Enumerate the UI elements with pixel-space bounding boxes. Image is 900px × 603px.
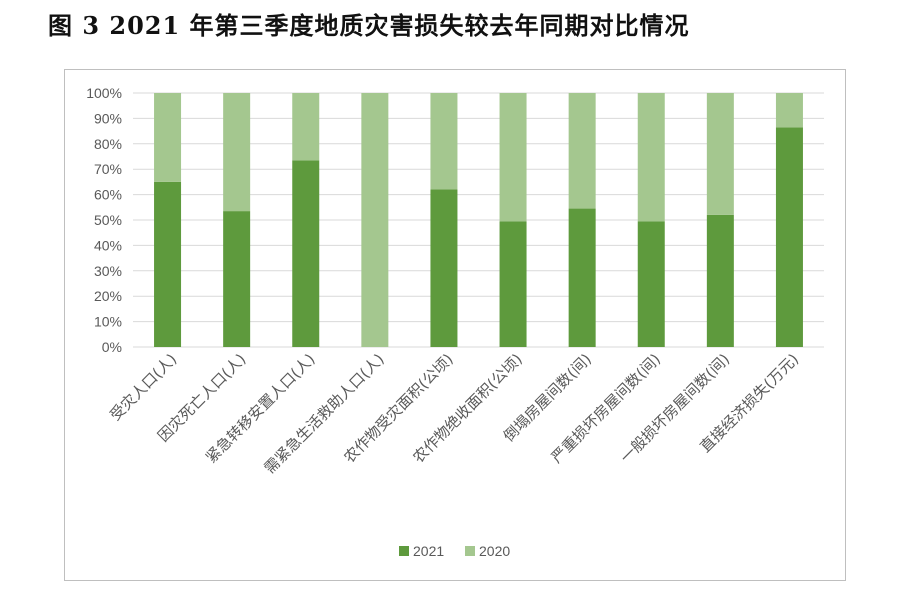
x-axis-categories: 受灾人口(人)因灾死亡人口(人)紧急转移安置人口(人)需紧急生活救助人口(人)农…: [106, 350, 802, 477]
y-tick-label: 70%: [94, 161, 122, 177]
y-tick-label: 100%: [86, 85, 122, 101]
bar-2020: [637, 93, 665, 222]
bar-2021: [637, 221, 665, 347]
bar-2021: [430, 189, 458, 347]
legend-swatch-2021: [399, 546, 409, 556]
y-tick-label: 30%: [94, 263, 122, 279]
legend-label-2020: 2020: [479, 543, 510, 559]
y-tick-label: 40%: [94, 237, 122, 253]
x-category-label: 需紧急生活救助人口(人): [261, 350, 388, 477]
bar-2020: [568, 93, 596, 209]
bar-2020: [430, 93, 458, 190]
bar-2021: [568, 208, 596, 347]
bar-2021: [499, 221, 527, 347]
x-category-label: 受灾人口(人): [106, 350, 180, 424]
y-axis-ticks: 0% 10% 20% 30% 40% 50% 60% 70% 80% 90% 100%: [86, 85, 122, 355]
bar-2021: [154, 181, 182, 347]
y-tick-label: 20%: [94, 288, 122, 304]
legend: 2021 2020: [399, 543, 510, 559]
legend-swatch-2020: [465, 546, 475, 556]
y-tick-label: 50%: [94, 212, 122, 228]
bar-2021: [706, 214, 734, 347]
y-tick-label: 10%: [94, 314, 122, 330]
legend-label-2021: 2021: [413, 543, 444, 559]
bar-2020: [154, 93, 182, 182]
bar-2020: [361, 93, 389, 347]
bar-2021: [223, 211, 251, 347]
bar-2021: [775, 127, 803, 347]
bar-2020: [292, 93, 320, 161]
bar-2020: [706, 93, 734, 215]
bar-2020: [223, 93, 251, 212]
bar-2020: [775, 93, 803, 128]
y-tick-label: 90%: [94, 110, 122, 126]
bars: [154, 93, 803, 347]
y-tick-label: 60%: [94, 187, 122, 203]
bar-2020: [499, 93, 527, 222]
y-tick-label: 0%: [102, 339, 122, 355]
y-tick-label: 80%: [94, 136, 122, 152]
bar-2021: [292, 160, 320, 347]
figure-title: 图 3 2021 年第三季度地质灾害损失较去年同期对比情况: [48, 11, 690, 40]
